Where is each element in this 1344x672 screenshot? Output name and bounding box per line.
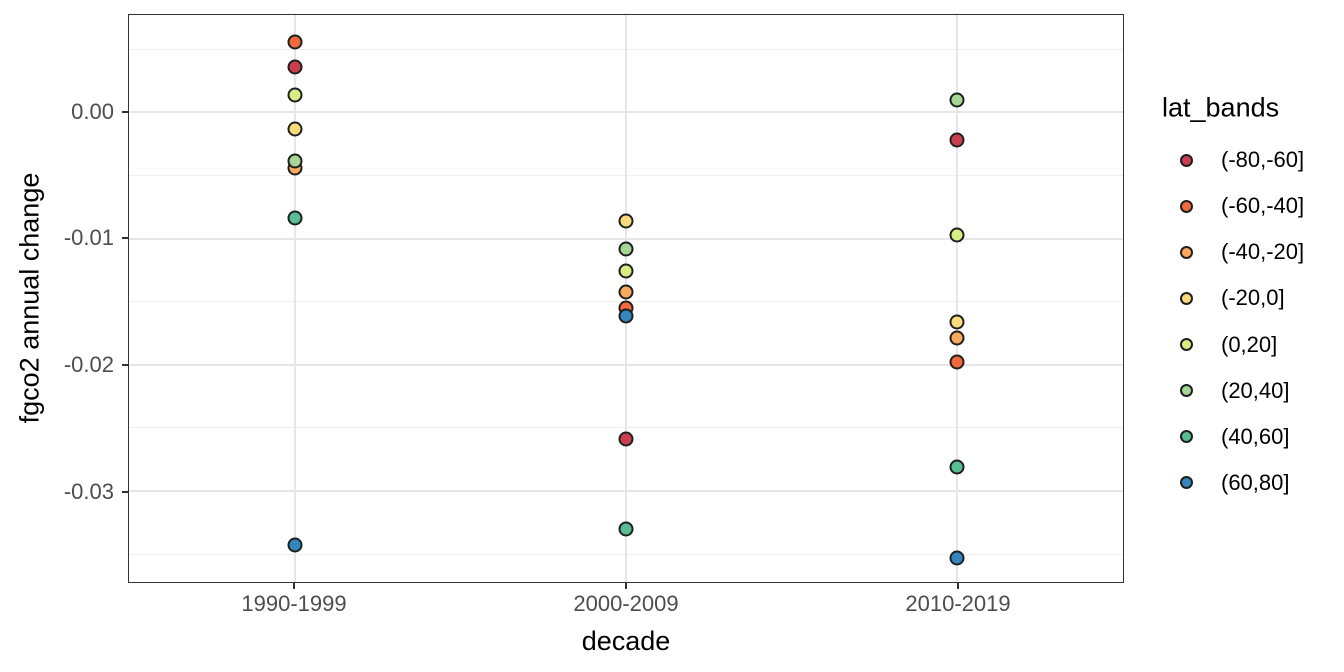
data-point	[618, 213, 634, 229]
legend-key-dot	[1180, 476, 1193, 490]
gridline-vertical	[293, 15, 296, 582]
data-point	[949, 132, 965, 148]
data-point	[949, 314, 965, 330]
legend-key-label: (60,80]	[1221, 469, 1290, 495]
data-point	[287, 34, 303, 50]
data-point	[287, 121, 303, 137]
data-point	[618, 521, 634, 537]
y-axis-title: fgco2 annual change	[14, 172, 45, 424]
x-tick-label: 2000-2009	[573, 591, 679, 616]
x-tick-mark	[293, 583, 295, 589]
y-tick-mark	[122, 237, 128, 240]
legend-key-dot	[1180, 384, 1193, 398]
data-point	[949, 330, 965, 346]
legend-key-dot	[1180, 430, 1193, 444]
legend-key-dot	[1180, 291, 1193, 305]
data-point	[287, 537, 303, 553]
legend-item: (-60,-40]	[1158, 195, 1304, 217]
legend-key-dot	[1180, 245, 1193, 259]
legend-key-label: (40,60]	[1221, 423, 1290, 449]
plot-panel	[128, 14, 1124, 583]
legend-key-label: (20,40]	[1221, 377, 1290, 403]
legend-item: (-80,-60]	[1158, 149, 1304, 171]
data-point	[949, 459, 965, 475]
data-point	[618, 284, 634, 300]
legend-title: lat_bands	[1162, 92, 1280, 123]
legend-key-label: (0,20]	[1221, 331, 1278, 357]
data-point	[618, 241, 634, 257]
x-axis-title: decade	[581, 626, 671, 656]
x-tick-mark	[625, 583, 627, 589]
data-point	[949, 354, 965, 370]
legend-key-dot	[1180, 153, 1193, 167]
x-tick-mark	[957, 583, 959, 589]
x-tick-label: 1990-1999	[241, 591, 347, 616]
data-point	[949, 92, 965, 108]
y-tick-label: -0.01	[63, 225, 114, 251]
legend-item: (20,40]	[1158, 377, 1290, 403]
legend-item: (-20,0]	[1158, 287, 1285, 309]
data-point	[949, 550, 965, 566]
legend-item: (60,80]	[1158, 469, 1290, 495]
legend-item: (0,20]	[1158, 331, 1278, 357]
data-point	[618, 308, 634, 324]
data-point	[287, 59, 303, 75]
data-point	[618, 263, 634, 279]
y-tick-label: 0.00	[71, 98, 114, 124]
legend-key-dot	[1180, 338, 1193, 352]
y-tick-mark	[122, 110, 128, 113]
x-tick-label: 2010-2019	[905, 591, 1011, 616]
data-point	[287, 210, 303, 226]
data-point	[949, 227, 965, 243]
legend-key-label: (-60,-40]	[1221, 193, 1305, 219]
data-point	[287, 87, 303, 103]
data-point	[618, 431, 634, 447]
y-tick-label: -0.03	[63, 478, 114, 504]
legend: lat_bands (-80,-60] (-60,-40] (-40,-20] (-2…	[1158, 0, 1344, 672]
gridline-vertical	[956, 15, 959, 582]
legend-item: (-40,-20]	[1158, 241, 1304, 263]
data-point	[287, 153, 303, 169]
legend-key-label: (-80,-60]	[1221, 147, 1305, 172]
y-tick-mark	[122, 364, 128, 367]
y-tick-mark	[122, 490, 128, 493]
legend-key-dot	[1180, 199, 1193, 213]
legend-key-label: (-20,0]	[1221, 285, 1285, 311]
legend-item: (40,60]	[1158, 423, 1290, 449]
legend-key-label: (-40,-20]	[1221, 239, 1305, 265]
y-tick-label: -0.02	[63, 352, 114, 378]
